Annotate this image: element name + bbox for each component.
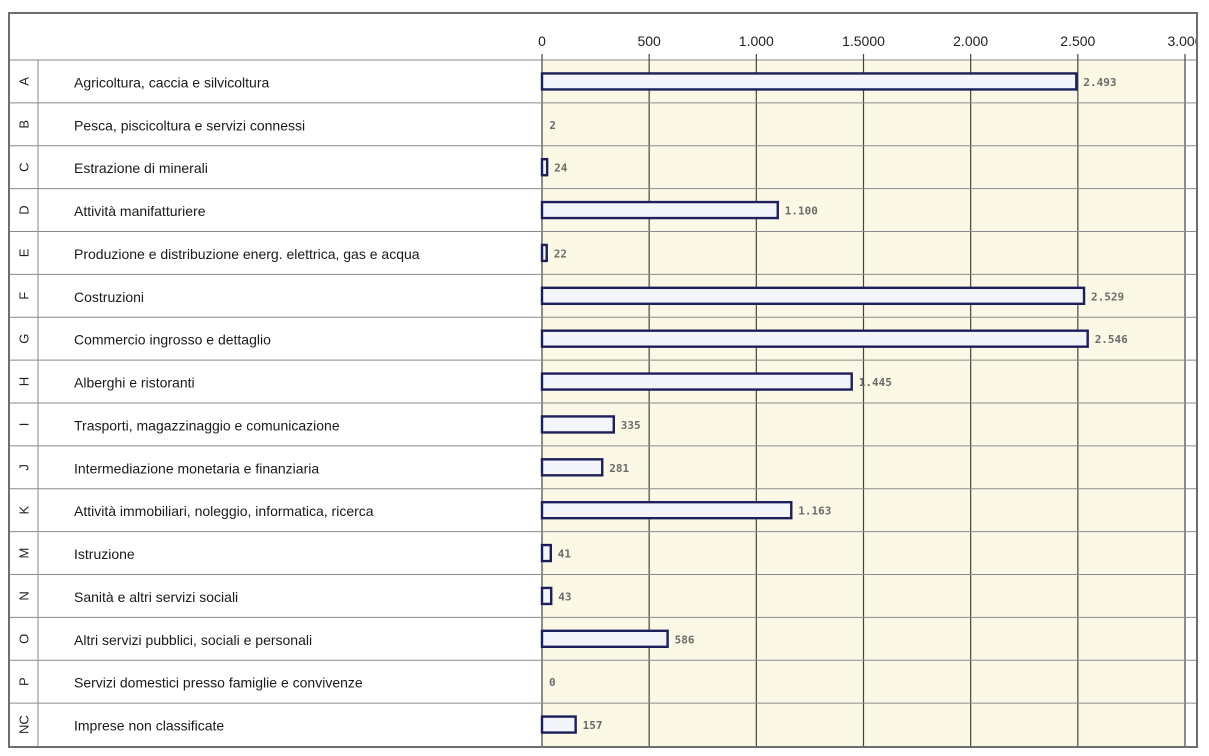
- category-code: F: [17, 292, 32, 300]
- bar: [540, 72, 1078, 91]
- bar: [540, 157, 549, 177]
- bar: [540, 500, 793, 520]
- category-code: N: [17, 591, 32, 600]
- bar-chart: 0 500 1.000 1.5000 2.000 2.500 3.000 A Agricoltu…: [10, 33, 1196, 746]
- value-label: 1.445: [859, 376, 892, 389]
- category-code: E: [17, 248, 32, 257]
- category-label: Attività immobiliari, noleggio, informat…: [74, 503, 374, 519]
- bar: [540, 329, 1089, 348]
- value-label: 24: [554, 162, 568, 175]
- category-label: Attività manifatturiere: [74, 203, 206, 219]
- category-label: Sanità e altri servizi sociali: [74, 589, 238, 605]
- value-label: 281: [609, 462, 629, 475]
- value-label: 0: [549, 676, 556, 689]
- value-label: 1.100: [785, 205, 818, 218]
- bar: [540, 372, 853, 391]
- x-tick-label: 2.000: [953, 33, 988, 49]
- x-tick-label: 1.000: [739, 33, 774, 49]
- value-label: 22: [554, 247, 567, 260]
- value-label: 2.493: [1083, 76, 1116, 89]
- category-code: A: [17, 77, 32, 86]
- category-label: Imprese non classificate: [74, 718, 224, 734]
- value-label: 335: [621, 419, 641, 432]
- bar: [540, 715, 577, 734]
- bar: [540, 286, 1086, 306]
- category-code: I: [17, 423, 32, 427]
- bar: [540, 458, 604, 477]
- x-tick-label: 3.000: [1167, 33, 1196, 49]
- category-code: C: [17, 162, 32, 171]
- category-label: Altri servizi pubblici, sociali e person…: [74, 632, 312, 648]
- value-label: 1.163: [798, 505, 831, 518]
- category-label: Agricoltura, caccia e silvicoltura: [74, 74, 270, 90]
- value-label: 2: [549, 119, 556, 132]
- value-label: 41: [558, 548, 572, 561]
- bar: [540, 586, 553, 606]
- bar: [540, 415, 616, 434]
- category-code: O: [17, 634, 32, 644]
- category-label: Estrazione di minerali: [74, 160, 208, 176]
- category-code: B: [17, 120, 32, 129]
- category-label: Intermediazione monetaria e finanziaria: [74, 460, 319, 476]
- x-tick-label: 2.500: [1060, 33, 1095, 49]
- category-code: NC: [17, 715, 32, 734]
- category-label: Pesca, piscicoltura e servizi connessi: [74, 117, 305, 133]
- value-label: 43: [558, 590, 571, 603]
- category-label: Produzione e distribuzione energ. elettr…: [74, 246, 420, 262]
- category-code: G: [17, 334, 32, 344]
- value-label: 586: [675, 633, 695, 646]
- category-label: Commercio ingrosso e dettaglio: [74, 332, 271, 348]
- bar: [540, 200, 779, 220]
- category-code: H: [17, 377, 32, 386]
- category-code: K: [17, 506, 32, 515]
- chart-frame: 0 500 1.000 1.5000 2.000 2.500 3.000 A Agricoltu…: [8, 12, 1198, 748]
- category-label: Trasporti, magazzinaggio e comunicazione: [74, 417, 340, 433]
- bar: [540, 629, 669, 649]
- category-code: M: [17, 548, 32, 559]
- x-tick-label: 1.5000: [842, 33, 885, 49]
- x-tick-label: 0: [538, 33, 546, 49]
- bar: [540, 543, 552, 563]
- category-code: J: [17, 464, 32, 471]
- value-label: 157: [583, 719, 603, 732]
- category-label: Alberghi e ristoranti: [74, 375, 195, 391]
- value-label: 2.546: [1095, 333, 1128, 346]
- category-code: P: [17, 677, 32, 686]
- value-label: 2.529: [1091, 290, 1124, 303]
- bar: [540, 243, 548, 263]
- category-label: Costruzioni: [74, 289, 144, 305]
- category-label: Istruzione: [74, 546, 135, 562]
- category-code: D: [17, 205, 32, 214]
- x-tick-label: 500: [637, 33, 661, 49]
- category-label: Servizi domestici presso famiglie e conv…: [74, 675, 363, 691]
